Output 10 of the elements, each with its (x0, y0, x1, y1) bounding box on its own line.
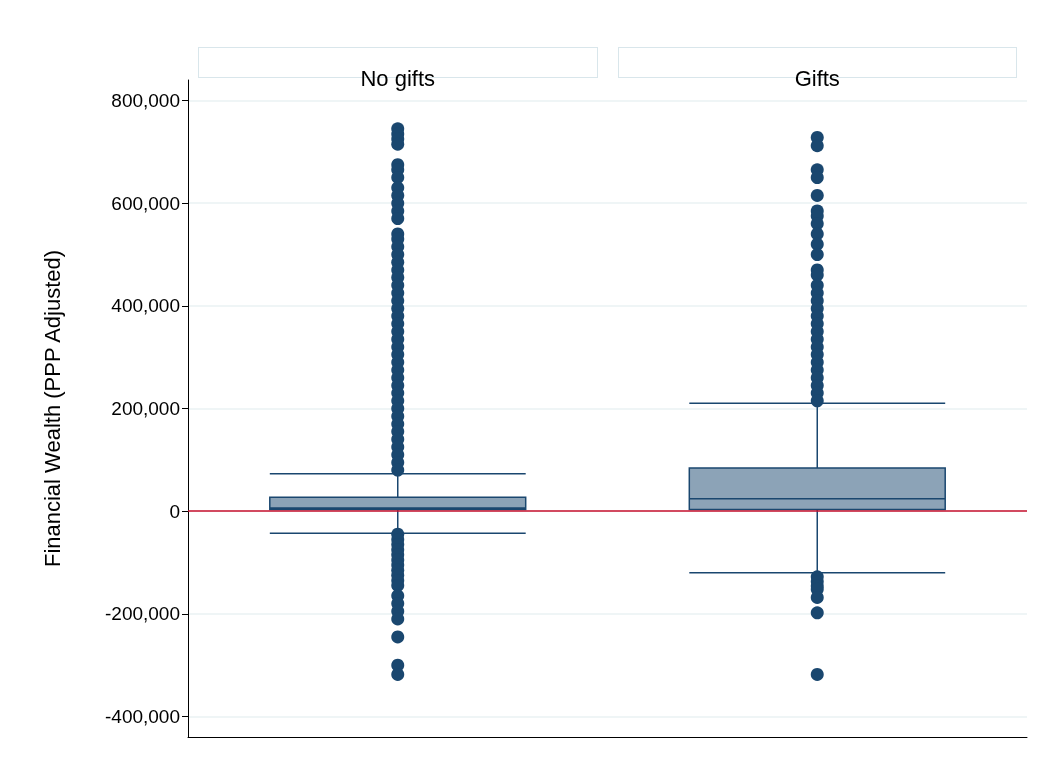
y-axis-title: Financial Wealth (PPP Adjusted) (39, 249, 65, 568)
y-tick-label: -400,000 (104, 705, 180, 727)
y-tick-label: 400,000 (111, 295, 180, 317)
x-tick-label: Gifts (794, 65, 840, 91)
y-tick-label: 200,000 (111, 398, 180, 419)
x-tick-label: No gifts (360, 65, 436, 91)
y-tick-label: -200,000 (104, 603, 180, 625)
y-tick-label: 0 (169, 500, 180, 522)
y-tick-label: 800,000 (111, 90, 180, 112)
y-tick-label: 600,000 (111, 192, 180, 214)
